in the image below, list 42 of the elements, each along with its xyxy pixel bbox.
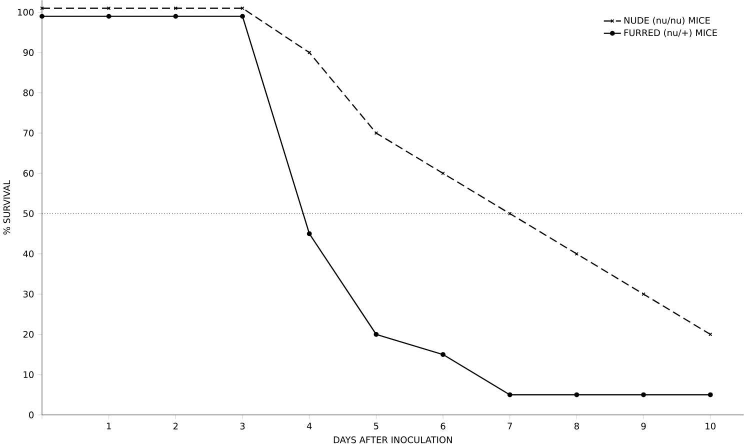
point	[708, 392, 713, 398]
y-tick-label: 0	[29, 412, 34, 419]
point	[307, 50, 312, 55]
x-tick-label: 5	[374, 422, 378, 430]
y-tick-label: 80	[23, 90, 34, 96]
point	[507, 392, 512, 398]
x-tick-label: 3	[240, 422, 245, 430]
point	[374, 131, 378, 136]
y-tick-label: 10	[24, 371, 34, 378]
point	[574, 392, 580, 398]
point	[641, 392, 646, 398]
x-tick-label: 8	[574, 422, 579, 430]
legend-label: NUDE (nu/nu) MICE	[624, 17, 710, 26]
x-tick-label: 2	[173, 422, 178, 430]
x-axis-title: DAYS AFTER INOCULATION	[334, 436, 452, 444]
point	[440, 352, 446, 358]
y-tick-label: 70	[23, 130, 34, 137]
x-tick-label: 7	[508, 422, 512, 430]
x-tick-label: 6	[440, 422, 446, 430]
legend-label: FURRED (nu/+) MICE	[624, 29, 717, 38]
point	[240, 14, 245, 19]
y-tick-label: 60	[23, 170, 34, 177]
point	[174, 6, 178, 10]
x-tick-label: 1	[106, 422, 111, 430]
point	[708, 332, 712, 336]
point	[40, 14, 44, 19]
y-tick-label: 30	[23, 290, 34, 298]
point	[106, 6, 111, 10]
x-tick-label: 9	[641, 422, 646, 430]
point	[106, 14, 112, 19]
y-axis-title: % SURVIVAL	[3, 180, 10, 235]
x-tick-label: 10	[706, 422, 716, 430]
y-tick-label: 40	[23, 250, 34, 258]
y-tick-label: 100	[18, 9, 34, 16]
point	[173, 14, 178, 19]
x-tick-label: 4	[306, 422, 312, 430]
point	[508, 212, 512, 216]
y-tick-label: 90	[23, 49, 34, 56]
y-tick-label: 50	[23, 210, 34, 218]
y-tick-label: 20	[23, 331, 34, 338]
point	[374, 332, 379, 338]
point	[306, 232, 312, 236]
